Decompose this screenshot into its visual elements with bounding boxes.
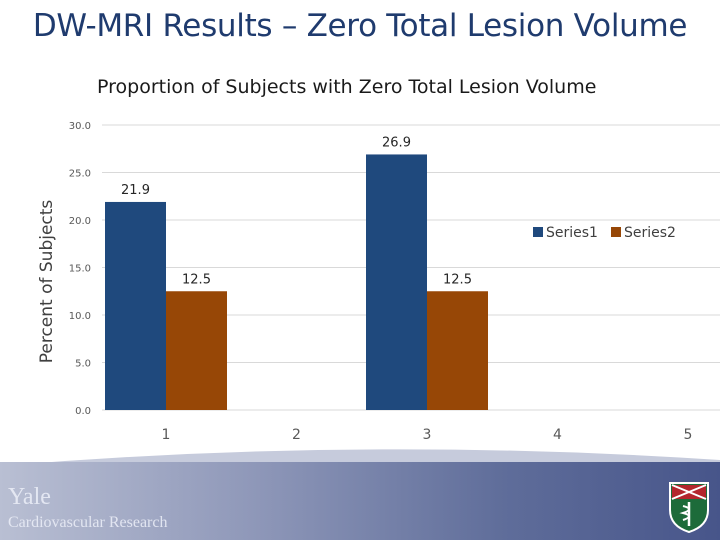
bar-series1-cat-1 bbox=[105, 201, 166, 410]
bar-series2-cat-1 bbox=[166, 291, 227, 410]
brand-subtitle: Cardiovascular Research bbox=[8, 514, 168, 531]
data-label: 12.5 bbox=[182, 272, 211, 287]
y-tick-label: 15.0 bbox=[69, 264, 91, 275]
x-tick-label: 2 bbox=[292, 427, 301, 443]
y-tick-label: 0.0 bbox=[75, 406, 91, 417]
y-tick-label: 20.0 bbox=[69, 216, 91, 227]
bar-series1-cat-3 bbox=[366, 154, 427, 410]
y-tick-label: 30.0 bbox=[69, 121, 91, 132]
legend-swatch-series1 bbox=[533, 227, 543, 237]
data-label: 26.9 bbox=[382, 135, 411, 150]
shield-crest-icon bbox=[669, 482, 709, 534]
data-label: 21.9 bbox=[121, 183, 150, 198]
slide-title: DW-MRI Results – Zero Total Lesion Volum… bbox=[32, 8, 688, 44]
x-tick-label: 5 bbox=[684, 427, 693, 443]
bar-series2-cat-3 bbox=[427, 291, 488, 410]
footer-band bbox=[0, 462, 720, 540]
x-tick-label: 4 bbox=[553, 427, 562, 443]
data-label: 12.5 bbox=[443, 272, 472, 287]
y-tick-label: 5.0 bbox=[75, 359, 91, 370]
brand-name: Yale bbox=[8, 484, 51, 510]
y-axis-label: Percent of Subjects bbox=[37, 200, 57, 364]
bar-chart: 0.0 5.0 10.0 15.0 20.0 25.0 30.0 Percent of Sub… bbox=[37, 121, 720, 443]
y-tick-label: 25.0 bbox=[69, 169, 91, 180]
y-tick-label: 10.0 bbox=[69, 311, 91, 322]
x-tick-label: 3 bbox=[423, 427, 432, 443]
legend-label: Series1 bbox=[546, 225, 598, 241]
x-tick-label: 1 bbox=[162, 427, 171, 443]
chart-title: Proportion of Subjects with Zero Total L… bbox=[97, 76, 597, 98]
legend-label: Series2 bbox=[624, 225, 676, 241]
legend-swatch-series2 bbox=[611, 227, 621, 237]
